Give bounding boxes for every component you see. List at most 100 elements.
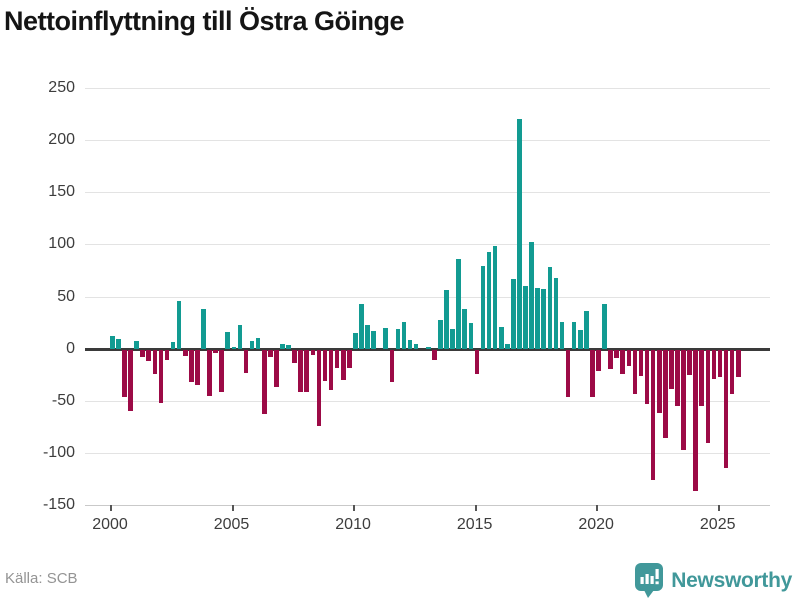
bar xyxy=(729,350,735,394)
bar xyxy=(468,322,474,349)
bar xyxy=(608,350,613,369)
bar xyxy=(407,340,413,349)
x-axis-tick-label: 2020 xyxy=(578,516,614,533)
gridline xyxy=(85,192,770,194)
bar xyxy=(584,311,589,349)
bar xyxy=(596,350,601,371)
bar xyxy=(110,336,115,349)
bar xyxy=(656,350,662,413)
bar xyxy=(140,350,145,358)
bar xyxy=(164,350,170,360)
plot-area: 250 200 150 100 50 0 -50 -100 -150 2000 2005 2010 20… xyxy=(43,79,770,533)
bar xyxy=(146,350,152,361)
bar xyxy=(492,246,498,349)
bar xyxy=(553,277,559,349)
bar xyxy=(274,350,279,387)
newsworthy-brand: Newsworthy xyxy=(635,563,792,598)
bar xyxy=(663,350,668,438)
bar xyxy=(340,350,346,381)
bar xyxy=(498,326,504,349)
bar xyxy=(170,342,176,349)
gridline xyxy=(85,452,770,454)
bar xyxy=(152,350,158,375)
bar xyxy=(547,267,553,349)
newsworthy-wordmark: Newsworthy xyxy=(671,568,792,592)
zero-line xyxy=(85,347,770,351)
bar xyxy=(669,350,674,389)
bar xyxy=(523,286,528,349)
x-axis-tick xyxy=(717,505,720,511)
gridline xyxy=(85,244,770,246)
bar xyxy=(353,332,358,349)
bar xyxy=(426,346,431,349)
bar xyxy=(334,350,340,368)
bar xyxy=(182,350,188,357)
bar xyxy=(559,321,565,349)
bar xyxy=(711,350,717,380)
x-axis-tick-label: 2015 xyxy=(456,516,493,533)
bar xyxy=(541,289,547,349)
bar xyxy=(675,350,680,407)
bar xyxy=(723,350,729,468)
bar xyxy=(505,344,510,349)
x-axis-tick-label: 2025 xyxy=(699,516,736,533)
bar xyxy=(432,350,437,360)
bar xyxy=(316,350,322,427)
bar xyxy=(189,350,194,383)
gridline xyxy=(85,296,770,298)
gridline xyxy=(85,400,770,402)
y-axis-tick-label: 150 xyxy=(48,183,75,201)
x-axis-tick-label: 2005 xyxy=(213,516,250,533)
bar xyxy=(590,350,595,398)
chart-title: Nettoinflyttning till Östra Göinge xyxy=(4,6,404,36)
bar xyxy=(225,331,231,349)
bar xyxy=(383,327,389,349)
x-axis-tick-label: 2010 xyxy=(335,516,371,533)
bar xyxy=(474,350,480,375)
bar xyxy=(413,344,419,349)
gridline xyxy=(85,88,770,89)
y-axis-tick-label: 0 xyxy=(66,339,75,357)
bar xyxy=(614,350,619,359)
bar xyxy=(249,341,255,349)
bar xyxy=(122,350,127,398)
bar xyxy=(638,350,644,377)
bar xyxy=(347,350,352,368)
x-axis-tick-label: 2000 xyxy=(92,516,128,533)
bar xyxy=(207,350,212,396)
bar xyxy=(644,350,650,405)
y-axis-tick-label: 100 xyxy=(48,235,75,253)
y-axis-tick-label: 50 xyxy=(57,287,75,305)
bar xyxy=(577,329,583,349)
bar xyxy=(717,350,723,378)
bar xyxy=(231,346,237,349)
bar xyxy=(395,328,401,349)
bar xyxy=(693,350,698,491)
bar xyxy=(201,309,206,349)
bar xyxy=(134,341,139,349)
bar xyxy=(401,321,407,349)
newsworthy-logo-icon xyxy=(635,563,664,598)
bar xyxy=(650,350,656,481)
x-axis-tick xyxy=(110,505,112,511)
bar xyxy=(176,300,182,349)
bar xyxy=(444,290,449,349)
bar xyxy=(735,350,741,378)
bar xyxy=(359,303,364,349)
bar xyxy=(158,350,164,404)
y-axis-tick-label: 250 xyxy=(48,79,75,96)
bar xyxy=(456,258,461,349)
bar xyxy=(517,119,522,349)
bar xyxy=(116,339,121,349)
x-axis-tick xyxy=(231,505,234,511)
bar xyxy=(535,288,540,349)
bar xyxy=(322,350,328,382)
x-axis-tick xyxy=(596,505,599,511)
bar xyxy=(261,350,267,414)
bar xyxy=(620,350,626,375)
bar xyxy=(255,338,261,349)
bar xyxy=(213,350,218,354)
bar xyxy=(371,330,376,349)
x-axis-tick xyxy=(353,505,356,511)
